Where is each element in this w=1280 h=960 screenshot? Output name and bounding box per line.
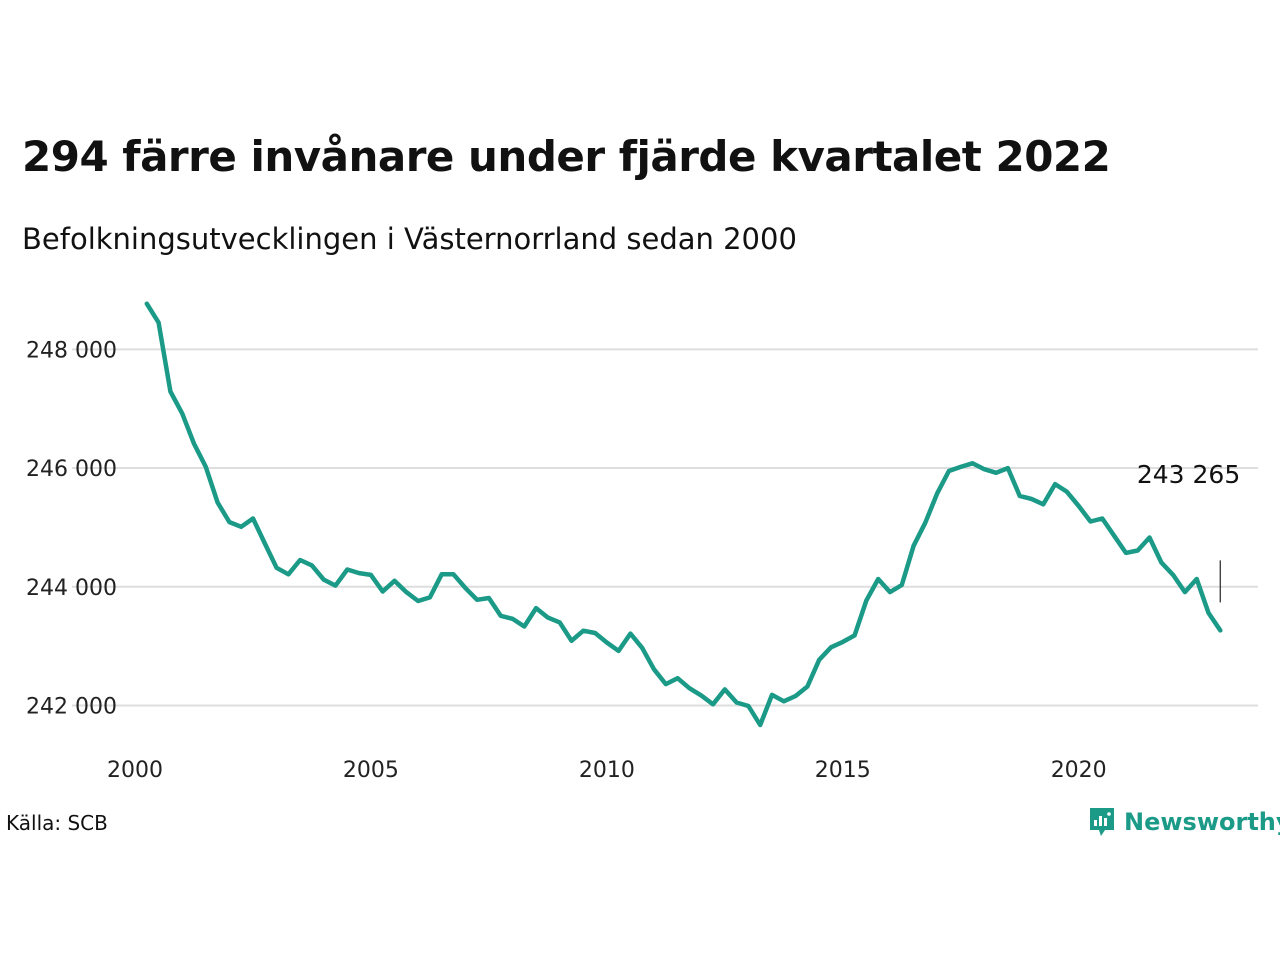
x-tick-label: 2015 [815, 758, 871, 783]
x-tick-label: 2005 [343, 758, 399, 783]
series-line-0 [144, 301, 1223, 728]
chart-subtitle: Befolkningsutvecklingen i Västernorrland… [22, 222, 797, 256]
gridlines [72, 348, 1258, 707]
source-note: Källa: SCB [6, 811, 108, 835]
y-tick-label: 242 000 [26, 694, 117, 719]
brand-logo: Newsworthy [1088, 804, 1280, 840]
x-tick-label: 2010 [579, 758, 635, 783]
chart-title: 294 färre invånare under fjärde kvartale… [22, 132, 1111, 181]
y-tick-label: 248 000 [26, 338, 117, 363]
series-layer [144, 301, 1223, 728]
end-annotation: 243 265 [1137, 460, 1240, 603]
y-tick-label: 244 000 [26, 576, 117, 601]
x-axis-ticks: 2000 2005 2010 2015 2020 [107, 758, 1107, 783]
x-tick-label: 2020 [1051, 758, 1107, 783]
newsworthy-logo-icon [1090, 808, 1114, 836]
y-axis-ticks: 242 000 244 000 246 000 248 000 [26, 338, 117, 719]
brand-name: Newsworthy [1124, 808, 1280, 836]
y-tick-label: 246 000 [26, 457, 117, 482]
x-tick-label: 2000 [107, 758, 163, 783]
end-value-label: 243 265 [1137, 460, 1240, 489]
